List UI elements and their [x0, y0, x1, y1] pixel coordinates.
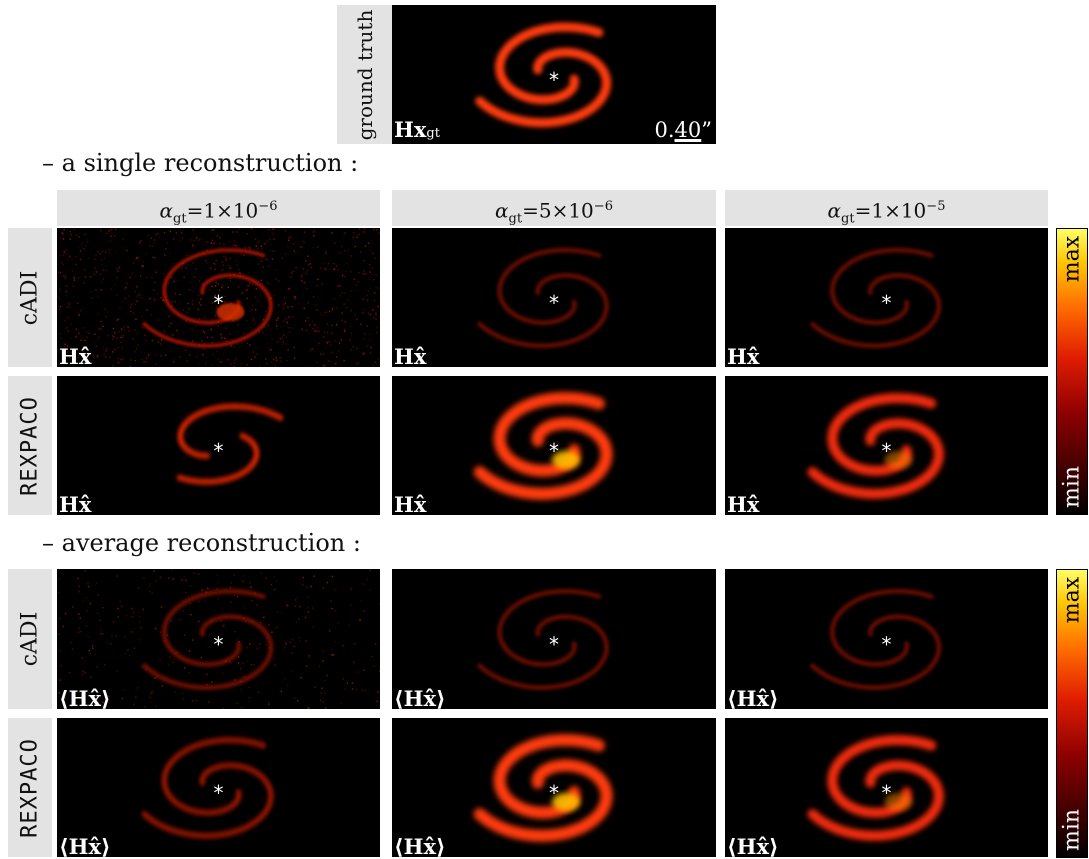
- panel-average-cadi-1: * ⟨Hx̂⟩: [57, 569, 380, 709]
- row-label-rexpaco-single: REXPACO: [8, 376, 52, 515]
- panel-label: ⟨Hx̂⟩: [727, 686, 779, 710]
- colorbar-single: max min: [1056, 228, 1088, 515]
- colorbar-average: max min: [1056, 569, 1088, 858]
- star-marker: *: [882, 781, 892, 805]
- panel-label: ⟨Hx̂⟩: [59, 686, 111, 710]
- panel-label: Hx̂: [394, 492, 427, 516]
- spiral-disk-image: *: [809, 247, 942, 349]
- star-marker: *: [882, 632, 892, 656]
- star-marker: *: [214, 781, 224, 805]
- panel-average-rexpaco-1: * ⟨Hx̂⟩: [57, 718, 380, 857]
- spiral-disk-image: *: [475, 22, 612, 128]
- panel-single-cadi-1: * Hx̂: [57, 228, 380, 367]
- scale-bar-label: 0.40”: [654, 118, 712, 142]
- colorbar-min-label: min: [1059, 465, 1085, 509]
- spiral-disk-image: *: [176, 403, 284, 485]
- star-marker: *: [549, 439, 559, 463]
- panel-average-rexpaco-2: * ⟨Hx̂⟩: [392, 718, 716, 857]
- panel-label: Hx̂: [727, 344, 760, 368]
- spiral-disk-image: *: [809, 588, 942, 691]
- panel-label: Hx̂: [59, 344, 92, 368]
- row-label-cadi-average: cADI: [8, 569, 52, 709]
- column-header-1: αgt=1×10−6: [57, 190, 380, 227]
- ground-truth-panel-label: Hxgt: [394, 117, 440, 142]
- panel-single-cadi-3: * Hx̂: [725, 228, 1048, 367]
- panel-label: ⟨Hx̂⟩: [394, 834, 446, 858]
- spiral-disk-image: *: [807, 735, 944, 841]
- spiral-disk-image: *: [477, 588, 610, 691]
- panel-average-cadi-3: * ⟨Hx̂⟩: [725, 569, 1048, 709]
- colorbar-max-label: max: [1059, 235, 1085, 283]
- panel-single-rexpaco-1: * Hx̂: [57, 376, 380, 515]
- star-marker: *: [549, 633, 559, 657]
- panel-average-rexpaco-3: * ⟨Hx̂⟩: [725, 718, 1048, 857]
- ground-truth-label-text: ground truth: [352, 9, 377, 140]
- row-label-cadi-single: cADI: [8, 228, 52, 367]
- panel-label: ⟨Hx̂⟩: [59, 834, 111, 858]
- column-header-2: αgt=5×10−6: [392, 190, 716, 227]
- star-marker: *: [549, 68, 559, 92]
- spiral-disk-image: *: [57, 228, 380, 367]
- star-marker: *: [214, 632, 224, 656]
- colorbar-max-label: max: [1059, 576, 1085, 624]
- star-marker: *: [882, 439, 892, 463]
- star-marker: *: [882, 291, 892, 315]
- panel-single-cadi-2: * Hx̂: [392, 228, 716, 367]
- section-average-reconstruction: – average reconstruction :: [42, 529, 361, 557]
- panel-single-rexpaco-2: * Hx̂: [392, 376, 716, 515]
- spiral-disk-image: *: [473, 734, 613, 842]
- panel-average-cadi-2: * ⟨Hx̂⟩: [392, 569, 716, 709]
- spiral-disk-image: *: [807, 393, 944, 499]
- star-marker: *: [214, 439, 224, 463]
- star-marker: *: [214, 291, 224, 315]
- ground-truth-row-label: ground truth: [337, 5, 392, 144]
- panel-label: ⟨Hx̂⟩: [727, 834, 779, 858]
- section-single-reconstruction: – a single reconstruction :: [42, 149, 359, 177]
- row-label-rexpaco-average: REXPACO: [8, 718, 52, 857]
- panel-label: ⟨Hx̂⟩: [394, 686, 446, 710]
- panel-single-rexpaco-3: * Hx̂: [725, 376, 1048, 515]
- colorbar-min-label: min: [1059, 808, 1085, 852]
- ground-truth-panel: * Hxgt 0.40”: [392, 5, 716, 144]
- star-marker: *: [549, 291, 559, 315]
- panel-label: Hx̂: [727, 492, 760, 516]
- spiral-disk-image: *: [473, 392, 613, 500]
- spiral-disk-image: *: [477, 247, 610, 349]
- panel-label: Hx̂: [394, 344, 427, 368]
- panel-label: Hx̂: [59, 492, 92, 516]
- spiral-disk-image: *: [57, 569, 380, 709]
- spiral-disk-image: *: [141, 737, 274, 839]
- star-marker: *: [549, 781, 559, 805]
- column-header-3: αgt=1×10−5: [725, 190, 1048, 227]
